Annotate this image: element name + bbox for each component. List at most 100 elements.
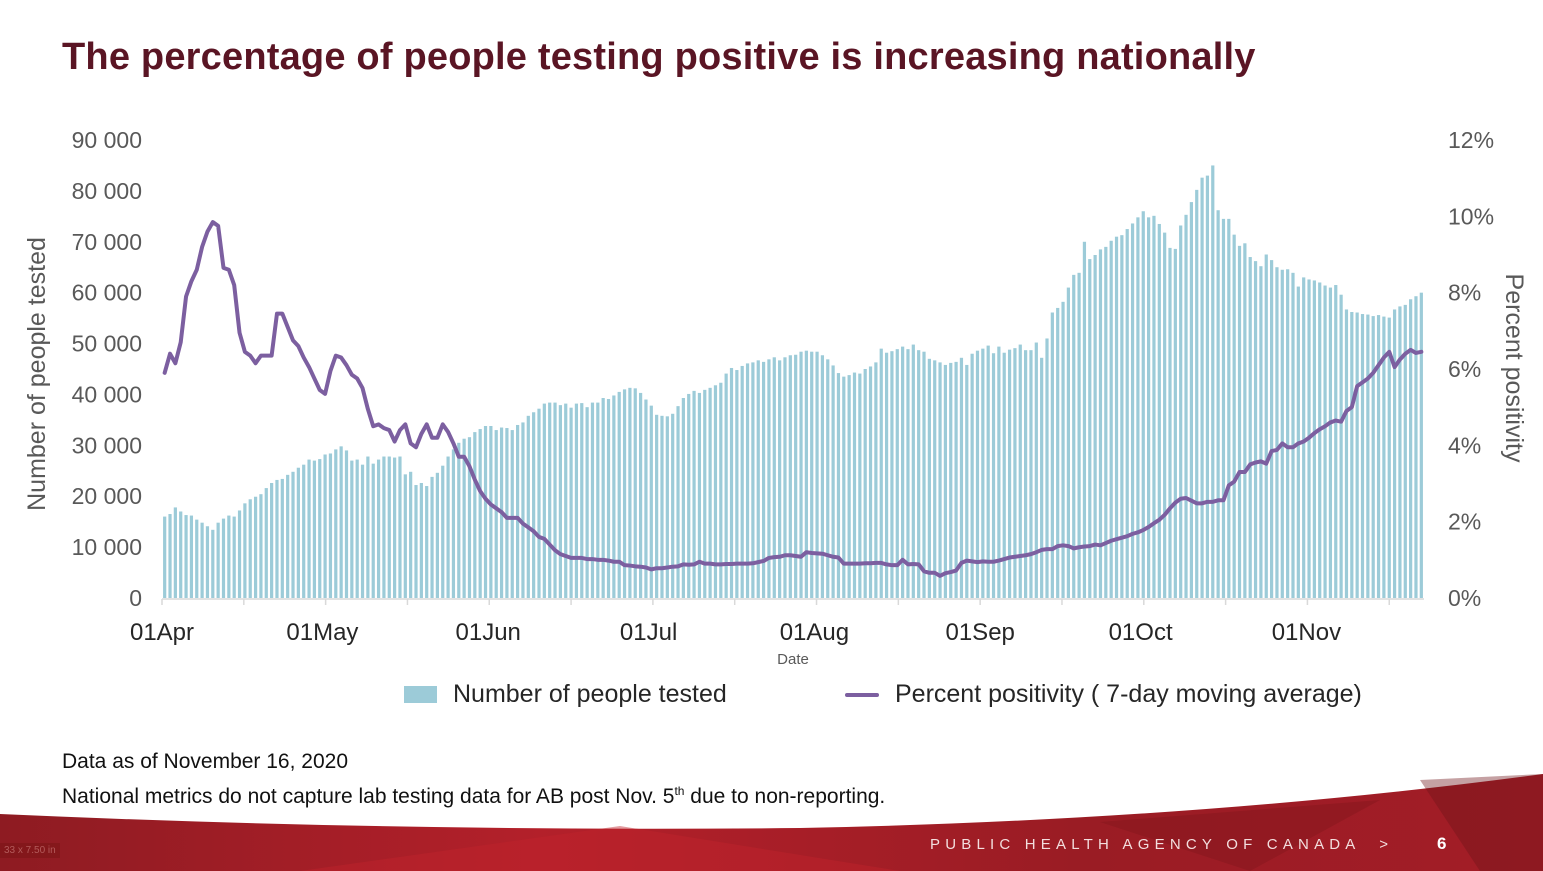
bar-people-tested (393, 457, 397, 598)
bar-people-tested (1163, 232, 1167, 598)
footer-separator: > (1379, 836, 1394, 853)
bar-people-tested (195, 519, 199, 598)
bar-people-tested (1141, 211, 1145, 599)
bar-people-tested (1066, 287, 1070, 598)
bar-people-tested (697, 392, 702, 598)
bar-people-tested (836, 373, 841, 598)
x-tick-label: 01Jun (456, 619, 521, 646)
bar-people-tested (1072, 274, 1076, 598)
bar-people-tested (173, 507, 177, 598)
bar-people-tested (991, 353, 996, 598)
bar-people-tested (510, 430, 514, 598)
bar-people-tested (227, 515, 231, 598)
y-right-tick-label: 0% (1448, 585, 1481, 611)
bar-people-tested (1173, 248, 1177, 598)
bar-people-tested (1136, 217, 1140, 598)
bar-people-tested (1098, 249, 1103, 598)
bar-people-tested (612, 395, 616, 598)
bar-people-tested (820, 355, 825, 598)
bar-people-tested (280, 478, 284, 598)
bar-people-tested (286, 474, 290, 598)
bar-people-tested (505, 428, 509, 598)
bar-people-tested (1280, 269, 1284, 598)
reporting-note-text-end: due to non-reporting. (684, 785, 886, 808)
bar-people-tested (1109, 240, 1113, 598)
y-axis-left-title: Number of people tested (23, 237, 51, 511)
bar-people-tested (772, 357, 776, 598)
bar-people-tested (1147, 217, 1151, 598)
bar-people-tested (665, 416, 669, 598)
bar-people-tested (756, 360, 760, 598)
bar-people-tested (879, 348, 883, 598)
bar-people-tested (687, 393, 691, 598)
bar-people-tested (1291, 272, 1295, 598)
y-left-tick-label: 60 000 (72, 280, 142, 306)
bar-people-tested (296, 467, 300, 598)
bar-people-tested (938, 362, 942, 598)
bar-people-tested (590, 402, 595, 598)
bar-people-tested (1082, 241, 1087, 598)
y-left-tick-label: 50 000 (72, 331, 142, 357)
x-tick-label: 01May (286, 619, 358, 646)
bar-people-tested (959, 357, 964, 598)
bar-people-tested (163, 516, 167, 598)
bar-people-tested (1360, 314, 1365, 598)
page-number: 6 (1437, 834, 1447, 853)
bar-people-tested (638, 392, 643, 598)
bar-people-tested (826, 359, 830, 598)
bar-people-tested (970, 353, 974, 598)
bar-people-tested (1350, 312, 1354, 598)
bar-people-tested (1318, 282, 1322, 598)
bar-people-tested (1237, 245, 1242, 598)
bar-people-tested (708, 387, 712, 598)
bar-people-tested (270, 482, 274, 598)
y-right-tick-label: 6% (1448, 356, 1481, 382)
y-right-tick-label: 8% (1448, 280, 1481, 306)
bar-people-tested (1152, 215, 1156, 598)
bar-people-tested (799, 351, 803, 598)
bar-people-tested (986, 345, 990, 598)
y-left-tick-label: 0 (129, 585, 142, 611)
bar-people-tested (521, 422, 525, 598)
bar-people-tested (713, 385, 718, 598)
bar-people-tested (179, 511, 183, 598)
bar-people-tested (740, 365, 744, 598)
bar-people-tested (622, 389, 627, 598)
bar-people-tested (1195, 189, 1199, 598)
bar-people-tested (323, 454, 327, 598)
bar-people-tested (719, 382, 723, 598)
bar-people-tested (815, 351, 819, 598)
bar-people-tested (1002, 352, 1006, 598)
bar-people-tested (890, 351, 894, 598)
bar-people-tested (1323, 285, 1327, 598)
bar-people-tested (596, 402, 600, 598)
bar-people-tested (852, 372, 857, 598)
bar-people-tested (553, 402, 557, 598)
bar-people-tested (473, 432, 477, 598)
bar-people-tested (275, 479, 279, 598)
bar-people-tested (1114, 236, 1119, 598)
bar-people-tested (1104, 246, 1108, 598)
bar-people-tested (1179, 225, 1183, 599)
bar-people-tested (248, 499, 252, 598)
bar-people-tested (200, 522, 204, 598)
x-tick-label: 01Sep (945, 619, 1014, 646)
bar-people-tested (1344, 309, 1349, 598)
bar-people-tested (344, 450, 349, 598)
bar-people-tested (312, 460, 317, 598)
bar-people-tested (1061, 301, 1065, 598)
bar-people-tested (403, 474, 407, 598)
bar-people-tested (628, 387, 632, 598)
bar-people-tested (189, 515, 194, 598)
bar-people-tested (681, 398, 685, 598)
bar-people-tested (259, 494, 263, 598)
bar-people-tested (1029, 350, 1033, 598)
bar-people-tested (804, 350, 808, 598)
bar-people-tested (997, 346, 1001, 598)
bar-people-tested (216, 522, 220, 598)
bar-people-tested (1007, 349, 1012, 598)
bar-people-tested (1232, 234, 1236, 598)
bar-people-tested (1018, 344, 1022, 598)
bar-people-tested (580, 403, 584, 598)
bar-people-tested (735, 370, 739, 598)
